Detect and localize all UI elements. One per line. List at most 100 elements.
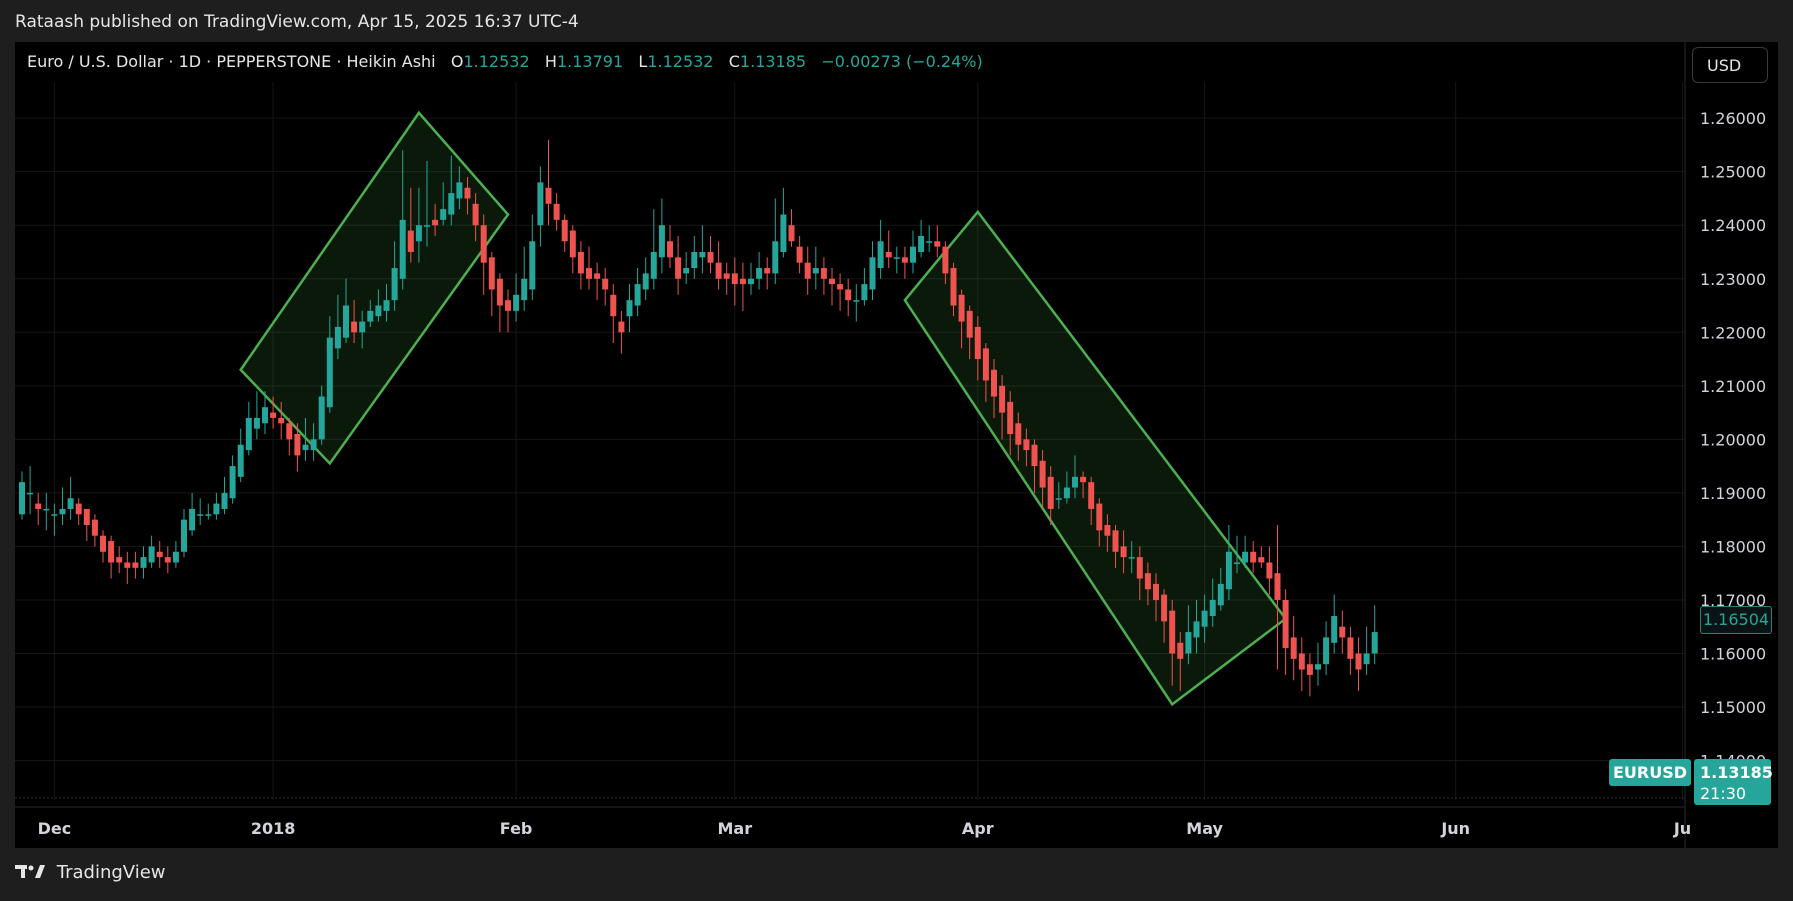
candle-body — [253, 417, 260, 429]
candle-body — [1266, 562, 1273, 579]
candle-body — [942, 246, 949, 274]
change-value: −0.00273 (−0.24%) — [821, 52, 983, 71]
candle-body — [877, 241, 884, 269]
candle-body — [918, 235, 925, 252]
candle-body — [237, 444, 244, 477]
candle-body — [1323, 637, 1330, 665]
candle-body — [1258, 557, 1265, 563]
candle-body — [245, 417, 252, 451]
candle-body — [1161, 594, 1168, 622]
price-tick-label: 1.26000 — [1700, 109, 1766, 128]
candle-body — [618, 321, 625, 333]
candle-body — [1339, 626, 1346, 638]
candle-body — [270, 412, 277, 418]
price-tick-label: 1.17000 — [1700, 591, 1766, 610]
high-value: 1.13791 — [556, 52, 624, 71]
candle-body — [1355, 653, 1362, 670]
candle-body — [1169, 610, 1176, 654]
publish-header: Rataash published on TradingView.com, Ap… — [0, 0, 1793, 42]
candle-body — [302, 444, 309, 451]
candle-body — [829, 278, 835, 285]
price-tick-label: 1.23000 — [1700, 270, 1766, 289]
candle-body — [845, 289, 852, 301]
candle-body — [75, 503, 82, 515]
candle-body — [513, 294, 520, 311]
candle-body — [731, 273, 738, 285]
candle-body — [691, 251, 698, 269]
candle-body — [496, 278, 503, 306]
time-tick-label: 2018 — [251, 819, 296, 838]
candle-body — [545, 187, 552, 204]
candle-body — [1201, 610, 1208, 627]
candle-body — [440, 209, 447, 220]
candle-body — [318, 396, 325, 440]
candle-body — [699, 251, 706, 258]
last-price-tag: 1.13185 21:30 — [1694, 759, 1773, 805]
time-axis: Dec 2018 Feb Mar Apr May Jun Ju — [15, 806, 1691, 838]
candle-body — [764, 268, 771, 274]
candles — [19, 139, 1378, 697]
candle-body — [974, 326, 981, 360]
candle-body — [91, 519, 98, 536]
tradingview-logo-icon — [15, 863, 45, 884]
candle-body — [334, 326, 341, 349]
candle-body — [901, 257, 908, 263]
candle-body — [59, 508, 66, 515]
currency-button[interactable]: USD — [1692, 47, 1768, 83]
candle-body — [1209, 599, 1216, 617]
candle-body — [926, 241, 933, 243]
candle-body — [100, 535, 106, 552]
candle-body — [83, 508, 90, 526]
candle-body — [869, 257, 876, 290]
candle-body — [934, 241, 941, 247]
candle-body — [910, 246, 916, 263]
time-tick-label: May — [1186, 819, 1223, 838]
candle-body — [1072, 476, 1078, 488]
candle-body — [262, 407, 268, 424]
candle-body — [229, 466, 236, 499]
candle-body — [707, 251, 714, 263]
price-tick-label: 1.15000 — [1700, 698, 1766, 717]
candle-body — [472, 203, 479, 226]
candle-body — [1250, 551, 1257, 563]
close-value: 1.13185 — [739, 52, 807, 71]
candle-body — [1136, 557, 1143, 579]
candle-body — [181, 519, 187, 552]
chart-panel[interactable] — [15, 42, 1778, 848]
candle-body — [966, 310, 973, 338]
grid-lines — [15, 82, 1685, 800]
candle-body — [375, 305, 382, 317]
price-axis: 1.26000 1.25000 1.24000 1.23000 1.22000 1.210… — [1684, 42, 1778, 848]
candle-body — [51, 514, 58, 516]
candle-body — [634, 284, 641, 306]
publisher-text: Rataash published on TradingView.com, Ap… — [15, 12, 579, 32]
candle-body — [586, 268, 592, 279]
candle-body — [278, 417, 285, 424]
candle-body — [796, 246, 803, 263]
candle-body — [820, 268, 827, 279]
candle-body — [788, 225, 795, 242]
candle-body — [569, 230, 576, 258]
candle-body — [1031, 444, 1038, 467]
candle-body — [1363, 653, 1370, 665]
symbol-legend[interactable]: Euro / U.S. Dollar · 1D · PEPPERSTONE · … — [27, 52, 983, 71]
candle-body — [432, 219, 439, 226]
candle-body — [1274, 573, 1281, 600]
candle-body — [367, 310, 374, 322]
candle-body — [594, 273, 601, 279]
candle-body — [1015, 423, 1022, 445]
candle-body — [448, 193, 455, 215]
candle-body — [399, 219, 406, 279]
candle-body — [205, 514, 212, 516]
bar-countdown: 21:30 — [1700, 784, 1747, 803]
high-label: H — [544, 52, 557, 71]
candle-body — [1225, 551, 1232, 590]
footer-brand[interactable]: TradingView — [15, 862, 166, 884]
candle-body — [1047, 476, 1054, 509]
candle-body — [189, 508, 196, 531]
candle-body — [999, 385, 1006, 413]
candle-body — [505, 300, 511, 311]
candle-body — [1234, 562, 1240, 564]
candle-body — [626, 300, 633, 317]
